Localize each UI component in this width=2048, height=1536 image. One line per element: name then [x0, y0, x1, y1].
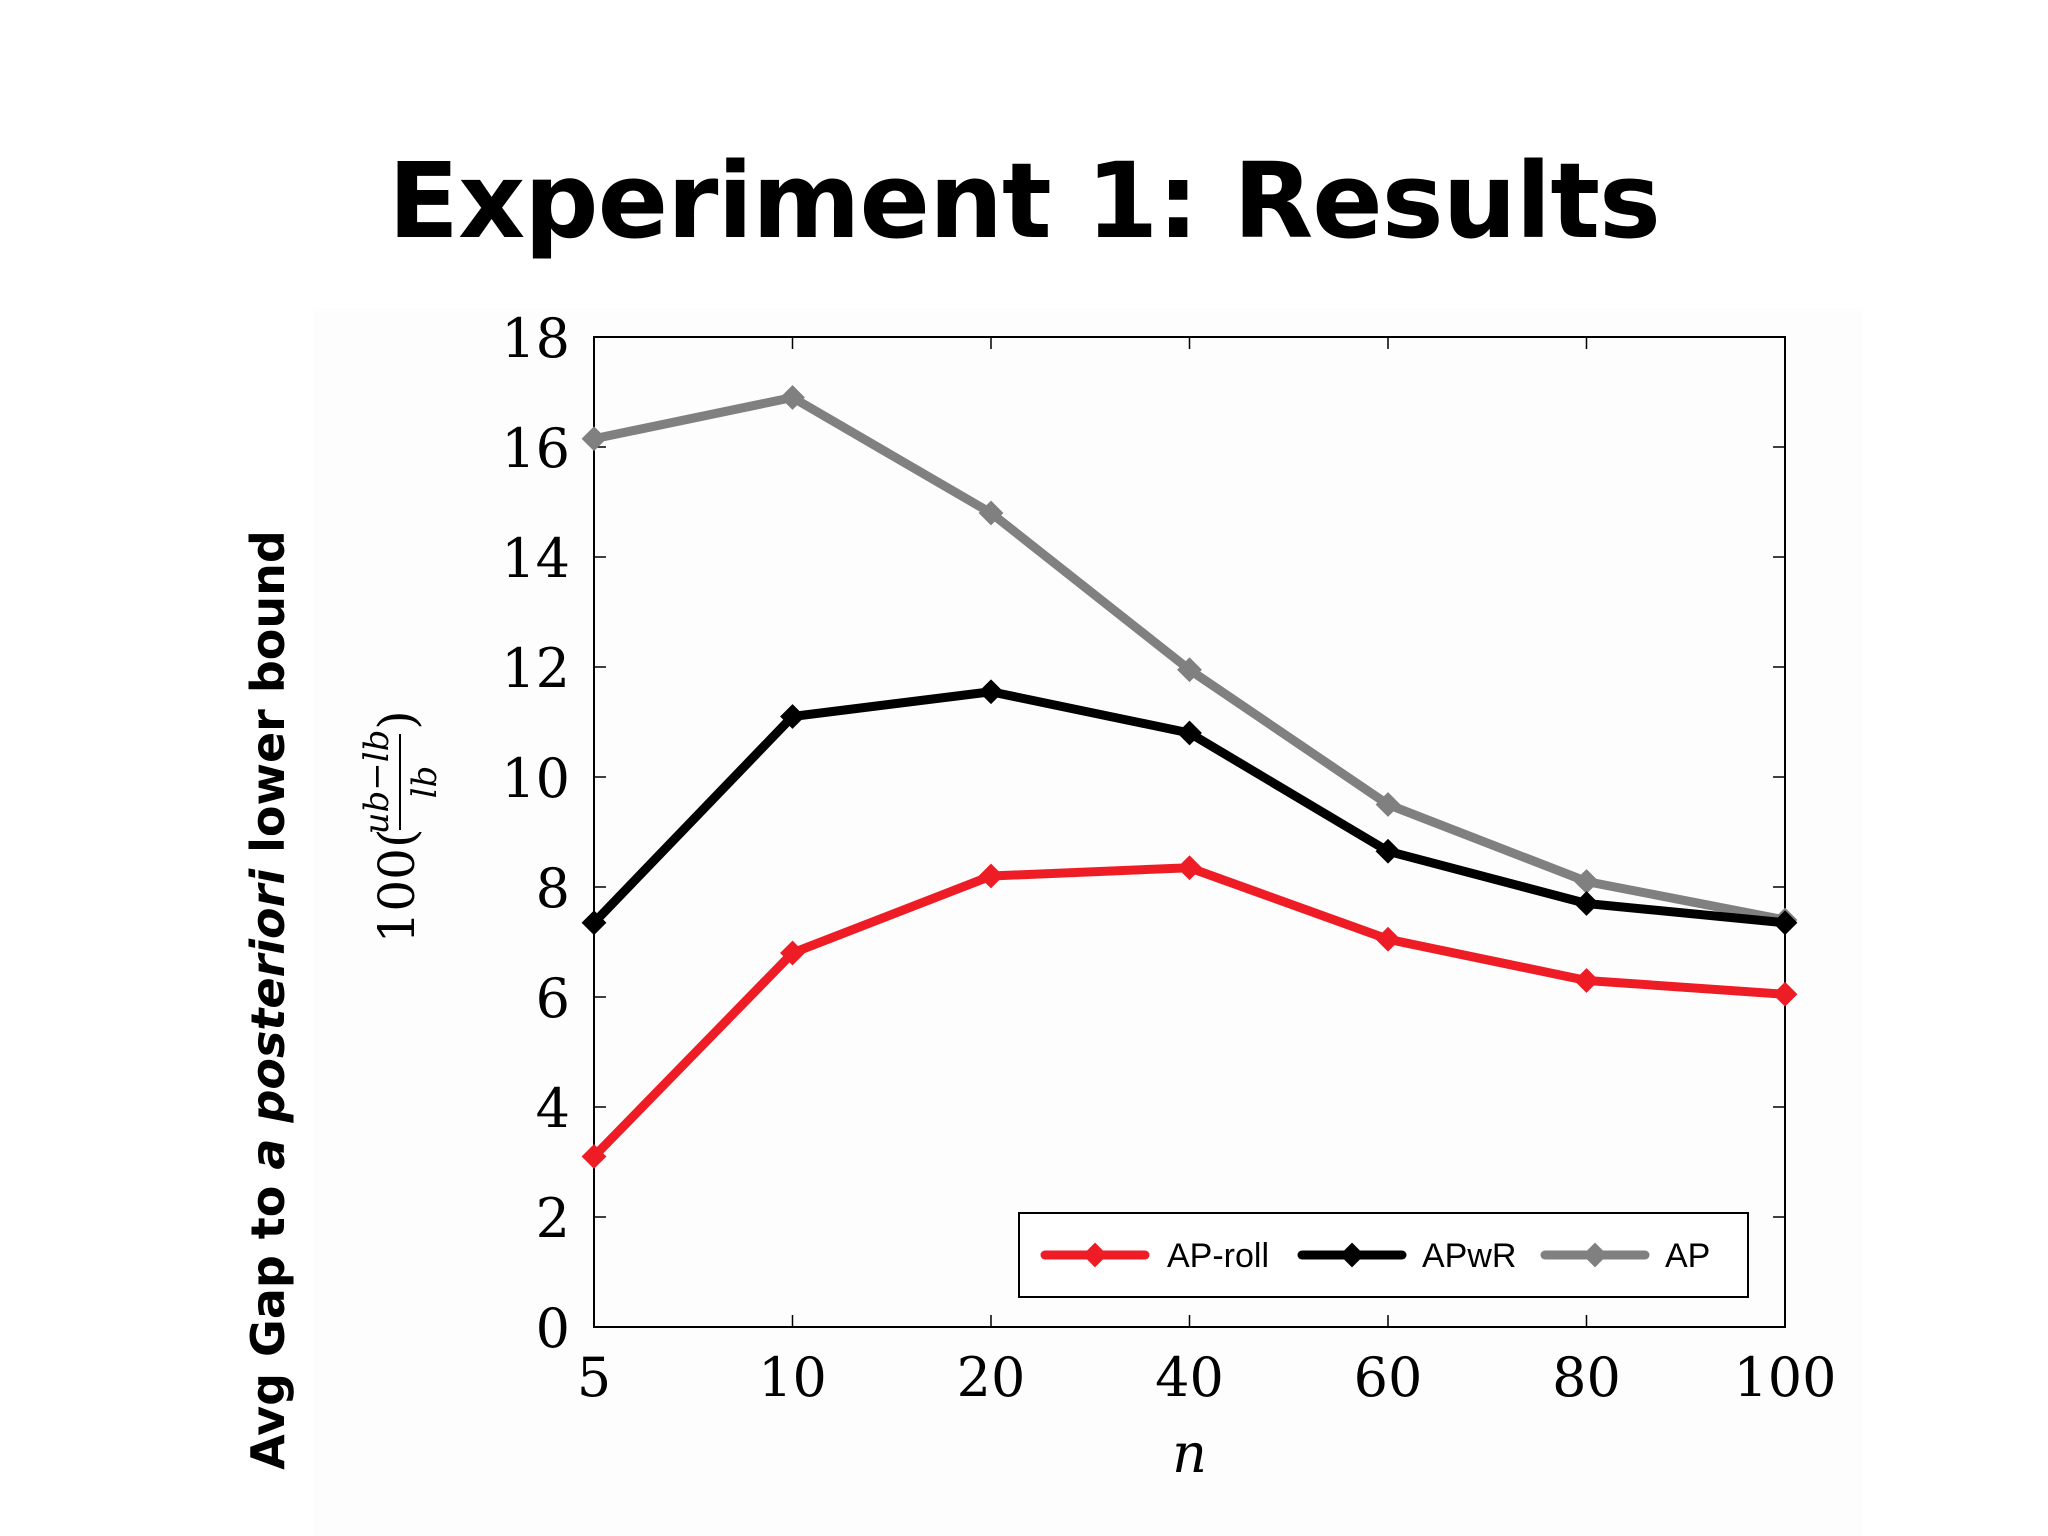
- data-point-apwr: [1177, 720, 1202, 746]
- y-axis-label-suffix: ): [368, 710, 426, 730]
- slide-title: Experiment 1: Results: [388, 140, 1661, 262]
- y-tick-label: 12: [501, 637, 570, 700]
- data-point-apwr: [1574, 891, 1599, 916]
- x-tick-label: 10: [758, 1346, 827, 1409]
- y-tick-label: 18: [501, 307, 570, 370]
- data-point-apwr: [1375, 838, 1401, 864]
- data-point-ap: [780, 385, 805, 410]
- y-tick-label: 6: [536, 967, 570, 1030]
- y-tick-label: 16: [501, 417, 570, 480]
- y-tick-label: 10: [501, 747, 570, 810]
- y-axis-label-numerator: ub−lb: [357, 730, 397, 835]
- x-axis-label: n: [1172, 1422, 1207, 1485]
- data-point-ap: [581, 426, 607, 452]
- legend-marker-apwr: [1339, 1242, 1365, 1268]
- y-tick-label: 14: [501, 527, 570, 590]
- x-tick-label: 40: [1155, 1346, 1224, 1409]
- data-point-ap-roll: [1375, 926, 1401, 952]
- data-point-ap-roll: [581, 1144, 607, 1169]
- legend-marker-ap: [1582, 1242, 1608, 1268]
- x-tick-label: 20: [957, 1346, 1026, 1409]
- data-point-ap-roll: [1574, 968, 1599, 993]
- x-tick-label: 5: [577, 1346, 611, 1409]
- y-axis-label-prefix: 100(: [368, 829, 426, 944]
- data-point-apwr: [581, 910, 607, 936]
- x-tick-label: 80: [1552, 1346, 1621, 1409]
- data-point-ap-roll: [780, 940, 805, 966]
- legend-label-apwr: APwR: [1422, 1237, 1516, 1275]
- plot-frame: [593, 336, 1786, 1328]
- series-line-ap-roll: [589, 863, 1790, 1161]
- y-tick-label: 4: [536, 1077, 570, 1140]
- y-axis-label: 100(ub−lb lb): [357, 710, 445, 943]
- y-tick-label: 8: [536, 857, 570, 920]
- data-point-apwr: [1772, 910, 1798, 936]
- data-point-ap: [1177, 657, 1202, 683]
- data-point-apwr: [978, 679, 1004, 705]
- y-tick-label: 0: [536, 1297, 570, 1360]
- data-point-ap-roll: [1177, 855, 1202, 881]
- data-point-ap: [1375, 792, 1401, 817]
- data-point-ap-roll: [1772, 981, 1798, 1007]
- data-point-ap-roll: [978, 863, 1004, 889]
- data-point-apwr: [780, 704, 805, 729]
- x-tick-label: 60: [1354, 1346, 1423, 1409]
- figure-panel: [313, 308, 1863, 1536]
- y-axis-label-denominator: lb: [405, 766, 445, 799]
- legend-marker-ap-roll: [1082, 1242, 1108, 1268]
- x-tick-label: 100: [1733, 1346, 1836, 1409]
- legend-label-ap: AP: [1665, 1237, 1710, 1275]
- data-point-ap: [978, 500, 1004, 526]
- y-tick-label: 2: [536, 1187, 570, 1250]
- legend-label-ap-roll: AP-roll: [1167, 1237, 1269, 1275]
